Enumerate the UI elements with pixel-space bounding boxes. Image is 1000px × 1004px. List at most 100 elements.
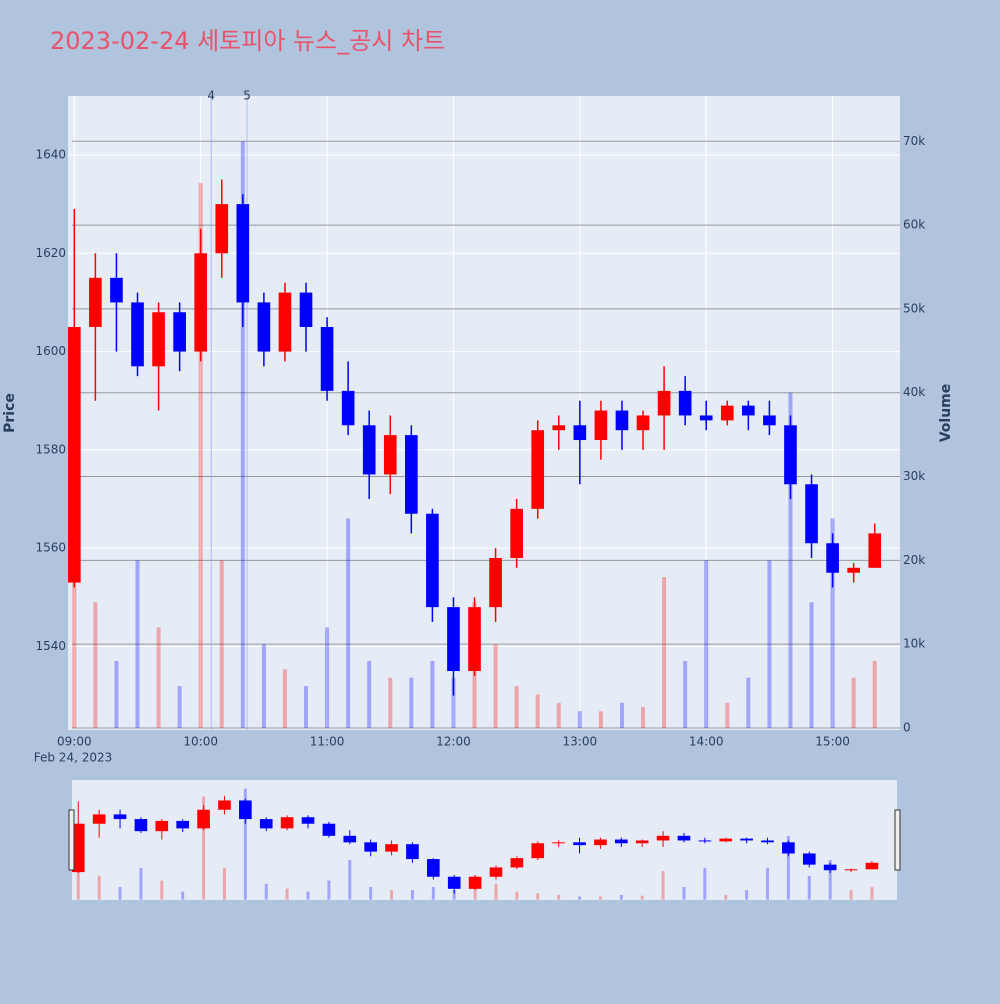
slider-volume-bar xyxy=(598,896,602,900)
slider-body xyxy=(176,820,190,829)
volume-bar xyxy=(282,669,287,728)
slider-volume-bar xyxy=(327,880,331,900)
y-tick-label: 1640 xyxy=(35,147,66,161)
volume-bar xyxy=(809,602,814,728)
candle-body xyxy=(131,302,144,367)
slider-volume-bar xyxy=(870,886,874,900)
slider-volume-bar xyxy=(682,886,686,900)
slider-volume-bar xyxy=(264,883,268,900)
y-tick-label: 1580 xyxy=(35,442,66,456)
slider-volume-bar xyxy=(578,896,582,900)
candle-body xyxy=(615,410,629,431)
slider-body xyxy=(719,838,733,842)
slider-handle-left[interactable] xyxy=(68,809,75,871)
x-tick-label: 12:00 xyxy=(436,735,471,749)
candle-body xyxy=(257,302,271,352)
candle-body xyxy=(341,390,355,426)
y2-tick-label: 10k xyxy=(903,637,925,651)
y-tick-label: 1600 xyxy=(35,344,66,358)
candle-body xyxy=(152,312,165,367)
slider-volume-bar xyxy=(181,891,185,900)
volume-bar xyxy=(451,677,456,728)
slider-body xyxy=(259,819,273,829)
volume-bar xyxy=(872,660,877,728)
slider-volume-bar xyxy=(452,890,456,900)
slider-body xyxy=(531,843,545,859)
slider-body xyxy=(427,859,440,877)
slider-body xyxy=(614,839,628,844)
slider-body xyxy=(197,809,210,829)
candle-body xyxy=(362,425,376,475)
volume-bar xyxy=(830,518,835,728)
volume-bar xyxy=(641,707,646,728)
slider-volume-bar xyxy=(557,894,561,900)
slider-volume-bar xyxy=(745,890,749,900)
volume-bar xyxy=(493,644,498,728)
slider-body xyxy=(280,817,294,829)
volume-bar xyxy=(725,702,730,728)
slider-body xyxy=(447,876,461,889)
chart-title: 2023-02-24 세토피아 뉴스_공시 차트 xyxy=(50,27,445,55)
candle-body xyxy=(194,253,208,352)
slider-body xyxy=(677,835,691,841)
candle-body xyxy=(657,390,671,416)
y-axis-title: Price xyxy=(2,393,18,433)
volume-bar xyxy=(367,660,372,728)
slider-body xyxy=(406,844,419,860)
volume-bar xyxy=(577,711,582,728)
slider-volume-bar xyxy=(160,880,164,900)
candle-body xyxy=(636,415,650,431)
slider-body xyxy=(364,842,377,852)
volume-bar xyxy=(346,518,351,728)
slider-volume-bar xyxy=(369,886,373,900)
y2-tick-label: 0 xyxy=(903,720,911,734)
slider-volume-bar xyxy=(222,867,226,900)
slider-volume-bar xyxy=(431,886,435,900)
y2-tick-label: 30k xyxy=(903,469,925,483)
candle-body xyxy=(489,557,502,608)
candle-body xyxy=(236,204,250,303)
candle-body xyxy=(742,405,755,416)
candle-body xyxy=(110,277,123,303)
candle-body xyxy=(447,607,460,672)
slider-body xyxy=(844,869,858,871)
volume-bar xyxy=(598,711,603,728)
volume-bar xyxy=(851,677,856,728)
slider-body xyxy=(468,876,482,889)
annotation-label: 4 xyxy=(207,89,215,103)
volume-bar xyxy=(325,627,330,728)
slider-handle-right[interactable] xyxy=(894,809,901,871)
slider-body xyxy=(510,858,524,868)
volume-bar xyxy=(409,677,414,728)
volume-bar xyxy=(704,560,709,728)
range-slider[interactable] xyxy=(72,780,897,900)
candle-body xyxy=(68,326,81,583)
slider-body xyxy=(218,800,231,810)
volume-bar xyxy=(619,702,624,728)
slider-volume-bar xyxy=(640,895,644,900)
y2-tick-label: 60k xyxy=(903,218,925,232)
volume-bar xyxy=(135,560,140,728)
candle-body xyxy=(531,430,545,509)
slider-body xyxy=(594,839,607,846)
candle-body xyxy=(868,533,882,568)
x-tick-label: 15:00 xyxy=(815,735,850,749)
candle-body xyxy=(405,435,418,514)
y2-tick-label: 20k xyxy=(903,553,925,567)
volume-bar xyxy=(388,677,393,728)
slider-volume-bar xyxy=(849,890,853,900)
candle-body xyxy=(278,292,292,352)
slider-volume-bar xyxy=(536,893,540,900)
x-tick-label: 11:00 xyxy=(310,735,345,749)
volume-bar xyxy=(535,694,540,728)
slider-volume-bar xyxy=(766,867,770,900)
slider-body xyxy=(489,867,503,877)
candle-body xyxy=(784,425,797,485)
slider-body xyxy=(823,864,837,871)
volume-bar xyxy=(261,644,266,728)
candle-body xyxy=(383,435,397,475)
volume-bar xyxy=(788,392,793,728)
slider-body xyxy=(385,844,398,852)
candle-body xyxy=(594,410,608,441)
